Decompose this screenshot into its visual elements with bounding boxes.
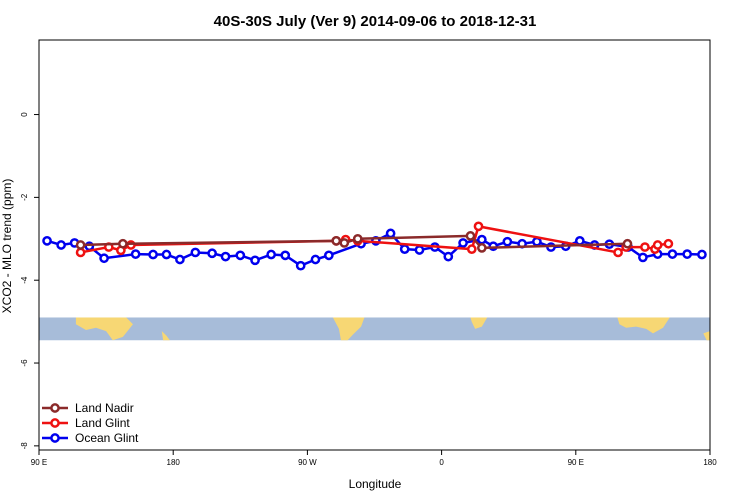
legend-swatch-point <box>50 418 60 428</box>
land-mass-2 <box>332 317 365 341</box>
data-point <box>465 231 476 241</box>
chart-title: 40S-30S July (Ver 9) 2014-09-06 to 2018-… <box>214 13 537 30</box>
y-tick-label: 0 <box>20 112 29 117</box>
data-point <box>385 228 396 239</box>
data-point <box>331 236 342 246</box>
map-ocean <box>39 317 710 341</box>
data-point <box>667 249 678 259</box>
data-point <box>42 236 52 246</box>
data-point <box>613 247 623 258</box>
legend-item: Land Nadir <box>42 401 134 415</box>
data-point <box>130 249 141 259</box>
land-mass-5 <box>703 331 710 341</box>
data-point <box>473 221 484 232</box>
data-point <box>118 238 128 249</box>
data-point <box>280 250 291 261</box>
data-point <box>295 260 306 271</box>
x-tick-label: 90 W <box>298 458 317 467</box>
data-point <box>638 252 648 263</box>
data-point <box>310 254 321 265</box>
data-point <box>640 242 650 252</box>
legend-swatch-point <box>50 433 60 443</box>
y-tick-label: -4 <box>20 276 29 284</box>
land-mass-0 <box>75 317 133 341</box>
data-point <box>682 249 693 259</box>
land-mass-1 <box>161 331 170 341</box>
x-axis: 90 E 180 90 W 0 90 E 180 <box>31 450 717 467</box>
data-point <box>663 238 674 249</box>
data-point <box>399 244 410 254</box>
legend-label: Land Glint <box>75 416 130 430</box>
data-point <box>250 255 260 266</box>
data-point <box>220 251 231 262</box>
data-point <box>622 238 633 249</box>
data-point <box>161 249 172 260</box>
y-tick-label: -6 <box>20 359 29 367</box>
legend-item: Land Glint <box>42 416 130 430</box>
data-point <box>414 245 425 255</box>
data-point <box>352 233 363 244</box>
land-mass-4 <box>617 317 670 334</box>
x-tick-label: 90 E <box>31 458 47 467</box>
x-tick-label: 180 <box>167 458 181 467</box>
legend-swatch-point <box>50 403 60 413</box>
land-mass-3 <box>470 317 488 329</box>
data-point <box>148 249 158 260</box>
series-land-nadir <box>75 231 633 253</box>
data-point <box>266 249 277 260</box>
data-point <box>458 238 468 248</box>
data-point <box>235 250 246 261</box>
data-point <box>324 250 334 261</box>
y-tick-label: -8 <box>20 442 29 450</box>
x-axis-label: Longitude <box>349 477 402 491</box>
data-point <box>652 240 663 250</box>
data-point <box>477 243 487 253</box>
x-tick-label: 90 E <box>568 458 584 467</box>
data-point <box>532 236 542 247</box>
data-point <box>175 254 185 265</box>
x-tick-label: 0 <box>439 458 444 467</box>
data-point <box>190 247 201 258</box>
y-axis: 0 -2 -4 -6 -8 <box>20 112 39 450</box>
legend-item: Ocean Glint <box>42 431 139 445</box>
data-point <box>477 234 487 245</box>
series-layer <box>42 221 707 271</box>
data-point <box>339 238 350 248</box>
data-point <box>697 249 707 260</box>
world-map-band <box>39 317 710 341</box>
data-point <box>75 247 86 258</box>
map-land <box>75 317 710 341</box>
legend-label: Land Nadir <box>75 401 134 415</box>
plot-frame <box>38 39 711 451</box>
data-point <box>99 253 109 264</box>
y-tick-label: -2 <box>20 193 29 201</box>
data-point <box>443 251 454 262</box>
data-point <box>574 236 585 246</box>
data-point <box>207 248 217 259</box>
x-tick-label: 180 <box>703 458 717 467</box>
data-point <box>502 236 513 247</box>
data-point <box>466 244 477 254</box>
legend-label: Ocean Glint <box>75 431 139 445</box>
y-axis-label: XCO2 - MLO trend (ppm) <box>0 179 14 314</box>
data-point <box>75 240 86 250</box>
data-point <box>56 240 66 250</box>
